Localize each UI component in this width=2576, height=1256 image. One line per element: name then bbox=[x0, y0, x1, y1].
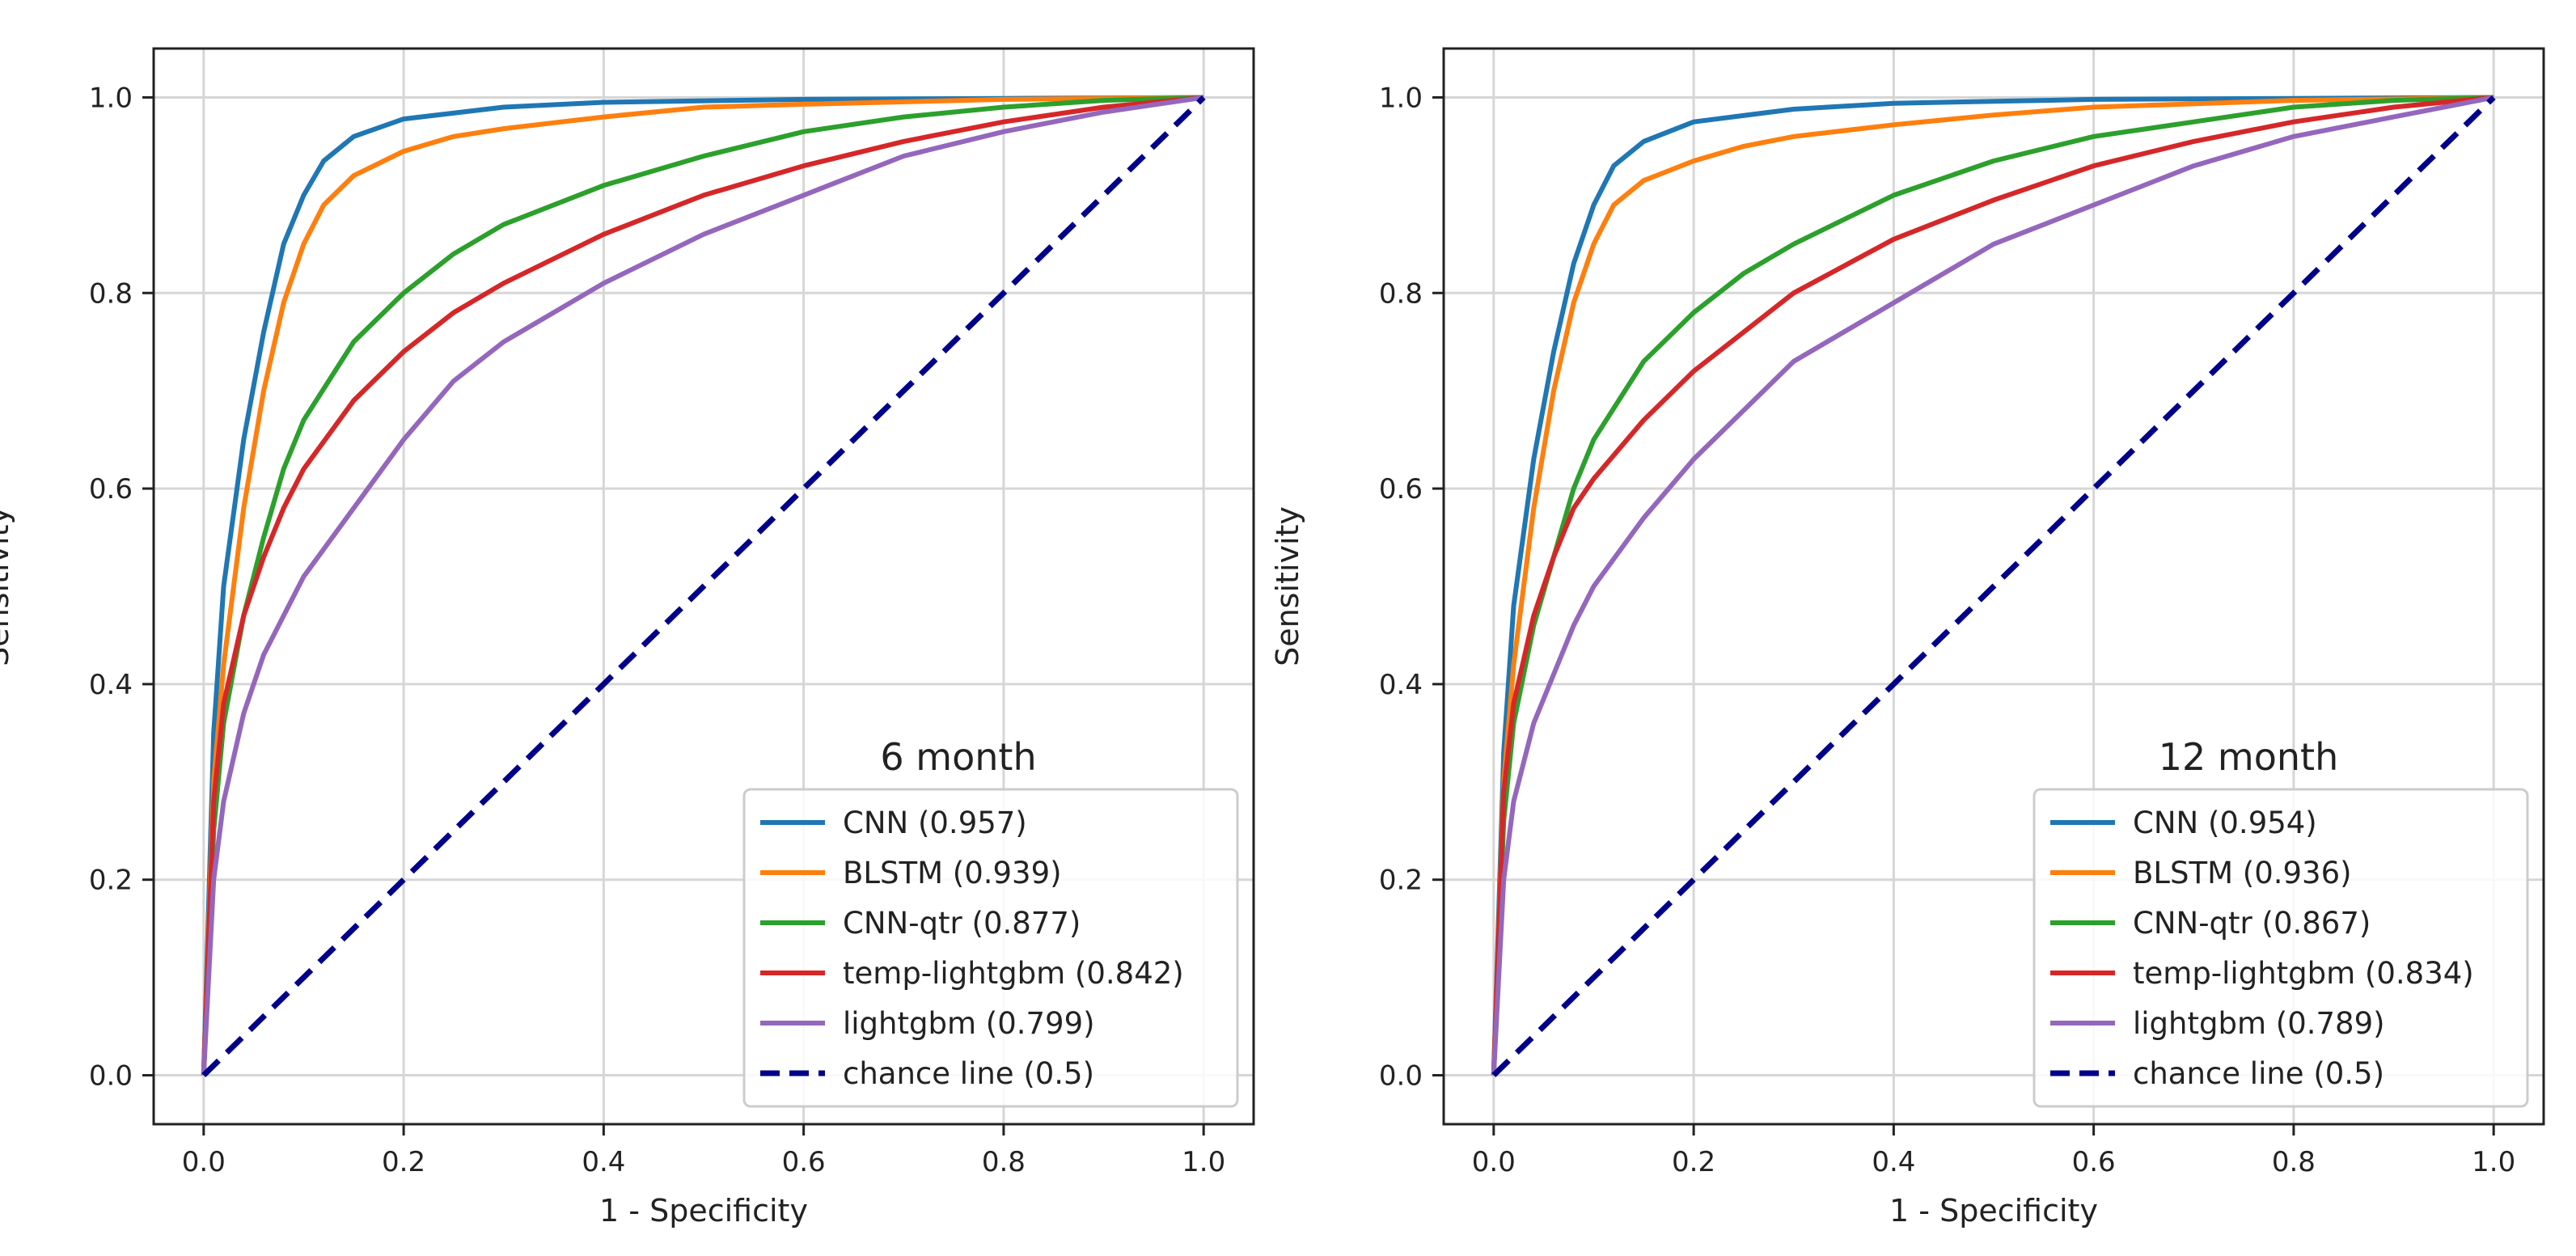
chart-title: 12 month bbox=[2159, 735, 2338, 779]
series-line-4 bbox=[201, 95, 1204, 1076]
y-tick-label: 0.4 bbox=[89, 669, 133, 701]
x-axis-label: 1 - Specificity bbox=[1889, 1193, 2098, 1229]
roc-chart-1: 0.0 0.2 0.4 0.6 0.8 1.0 0.0 0.2 0.4 0.6 0.8 1.0 1 - … bbox=[0, 47, 1255, 1229]
x-tick-label: 0.4 bbox=[582, 1146, 625, 1178]
x-tick-label: 0.6 bbox=[2072, 1146, 2116, 1178]
x-tick-label: 0.4 bbox=[1872, 1146, 1915, 1178]
x-tick-label: 0.8 bbox=[982, 1146, 1026, 1178]
y-tick-label: 0.6 bbox=[89, 473, 133, 505]
legend-box bbox=[742, 788, 1239, 1108]
y-tick-label: 0.0 bbox=[1379, 1060, 1423, 1093]
legend: CNN (0.957) BLSTM (0.939) CNN-qtr (0.877) t… bbox=[742, 788, 1239, 1108]
legend-entry-6: chance line (0.5) bbox=[843, 1056, 1094, 1091]
y-tick-label: 0.6 bbox=[1379, 473, 1423, 505]
legend-entry-3: CNN-qtr (0.877) bbox=[843, 906, 1081, 941]
legend-entry-6: chance line (0.5) bbox=[2133, 1056, 2384, 1091]
y-tick-label: 1.0 bbox=[1379, 82, 1423, 114]
x-axis-label: 1 - Specificity bbox=[599, 1193, 808, 1229]
y-tick-label: 0.4 bbox=[1379, 669, 1423, 701]
legend-entry-5: lightgbm (0.789) bbox=[2133, 1006, 2385, 1041]
legend-entry-4: temp-lightgbm (0.834) bbox=[2133, 956, 2474, 991]
series-line-1 bbox=[201, 95, 1204, 1076]
series-line-3 bbox=[1491, 95, 2494, 1076]
roc-chart-2: 0.0 0.2 0.4 0.6 0.8 1.0 0.0 0.2 0.4 0.6 0.8 1.0 1 - … bbox=[1270, 47, 2545, 1229]
legend-box bbox=[2032, 788, 2529, 1108]
legend: CNN (0.954) BLSTM (0.936) CNN-qtr (0.867) t… bbox=[2032, 788, 2529, 1108]
x-tick-label: 0.2 bbox=[382, 1146, 425, 1178]
plot-frame bbox=[152, 47, 1255, 1126]
x-tick-label: 1.0 bbox=[1182, 1146, 1225, 1178]
legend-entry-3: CNN-qtr (0.867) bbox=[2133, 906, 2371, 941]
x-tick-label: 1.0 bbox=[2472, 1146, 2515, 1178]
series-line-5 bbox=[201, 95, 1204, 1076]
legend-entry-2: BLSTM (0.939) bbox=[843, 856, 1062, 890]
series-line-5 bbox=[1491, 95, 2494, 1076]
legend-entry-2: BLSTM (0.936) bbox=[2133, 856, 2352, 890]
legend-entry-5: lightgbm (0.799) bbox=[843, 1006, 1095, 1041]
series-line-1 bbox=[1491, 95, 2494, 1076]
plot-frame bbox=[1442, 47, 2545, 1126]
y-tick-label: 0.8 bbox=[1379, 277, 1423, 310]
series-line-4 bbox=[1491, 95, 2494, 1076]
series-line-6 bbox=[1491, 95, 2496, 1078]
series-line-2 bbox=[201, 95, 1204, 1076]
x-tick-label: 0.0 bbox=[1472, 1146, 1516, 1178]
y-tick-label: 0.0 bbox=[89, 1060, 133, 1093]
legend-entry-1: CNN (0.957) bbox=[843, 806, 1027, 840]
y-axis-label: Sensitivity bbox=[1270, 506, 1305, 666]
x-tick-label: 0.2 bbox=[1672, 1146, 1715, 1178]
legend-entry-1: CNN (0.954) bbox=[2133, 806, 2317, 840]
y-tick-label: 1.0 bbox=[89, 82, 133, 114]
y-axis-label: Sensitivity bbox=[0, 506, 15, 666]
x-tick-label: 0.8 bbox=[2272, 1146, 2316, 1178]
series-line-6 bbox=[201, 95, 1206, 1078]
chart-title: 6 month bbox=[880, 735, 1036, 779]
x-tick-label: 0.0 bbox=[182, 1146, 226, 1178]
x-tick-label: 0.6 bbox=[782, 1146, 826, 1178]
legend-entry-4: temp-lightgbm (0.842) bbox=[843, 956, 1184, 991]
y-tick-label: 0.2 bbox=[89, 865, 133, 897]
y-tick-label: 0.2 bbox=[1379, 865, 1423, 897]
series-line-2 bbox=[1491, 95, 2494, 1076]
y-tick-label: 0.8 bbox=[89, 277, 133, 310]
